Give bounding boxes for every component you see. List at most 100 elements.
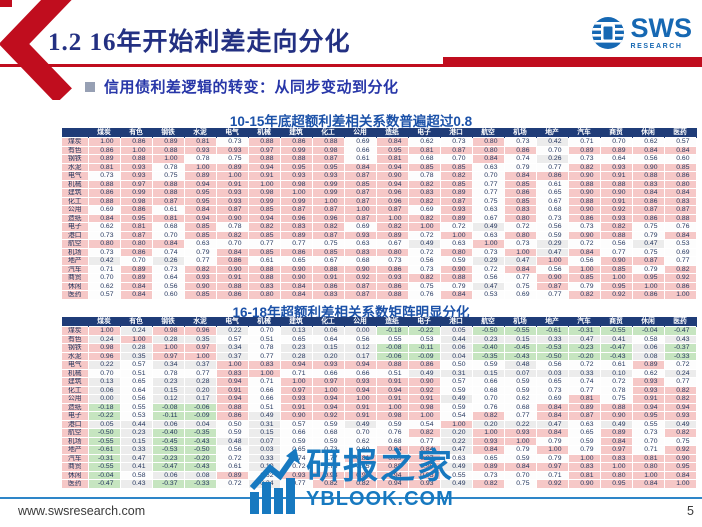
matrix-cell: 0.37: [215, 351, 249, 361]
matrix-cell: 0.47: [471, 281, 505, 291]
row-header: 地产: [62, 445, 89, 455]
matrix-cell: 0.51: [375, 368, 409, 378]
matrix-cell: 0.88: [375, 360, 409, 370]
column-header: 机场: [504, 128, 537, 138]
matrix-cell: 0.72: [599, 377, 633, 387]
matrix-cell: 0.64: [151, 273, 185, 283]
matrix-cell: 0.87: [631, 256, 665, 266]
matrix-cell: 0.91: [311, 273, 345, 283]
matrix-cell: 0.87: [279, 205, 313, 215]
matrix-cell: 0.86: [535, 171, 569, 181]
matrix-cell: 0.89: [279, 230, 313, 240]
matrix-cell: 0.54: [407, 419, 441, 429]
row-header: 航空: [62, 239, 89, 249]
matrix-cell: 0.93: [631, 385, 665, 395]
matrix-cell: 0.89: [119, 273, 153, 283]
matrix-cell: 0.98: [375, 411, 409, 421]
matrix-cell: 0.73: [471, 470, 505, 480]
column-header: 电气: [216, 128, 249, 138]
matrix-cell: 0.85: [183, 290, 217, 300]
matrix-cell: 0.89: [151, 137, 185, 147]
matrix-cell: 0.77: [471, 188, 505, 198]
matrix-cell: 0.24: [87, 334, 121, 344]
matrix-cell: 0.84: [503, 171, 537, 181]
matrix-cell: -0.55: [599, 326, 633, 336]
bullet-square-icon: [85, 81, 95, 92]
matrix-cell: 0.74: [151, 247, 185, 257]
matrix-cell: 1.00: [439, 419, 473, 429]
table-row: 机械 0.88 0.97 0.88 0.94 0.91 1.00 0.98 0.99 0.85 0.…: [62, 179, 697, 189]
matrix-cell: 0.77: [535, 290, 569, 300]
row-header: 机场: [62, 247, 89, 257]
matrix-cell: 0.88: [631, 171, 665, 181]
column-header: 煤炭: [88, 317, 121, 327]
matrix-cell: 0.65: [119, 377, 153, 387]
matrix-cell: 0.83: [663, 196, 697, 206]
matrix-cell: 0.95: [631, 411, 665, 421]
matrix-cell: 0.55: [119, 402, 153, 412]
matrix-cell: 0.04: [183, 419, 217, 429]
matrix-cell: 0.20: [183, 385, 217, 395]
matrix-cell: 1.00: [311, 385, 345, 395]
table-row: 造纸 -0.18 0.55 -0.08 -0.06 0.88 0.51 0.91 0.94 0.9…: [62, 402, 697, 412]
matrix-cell: 0.81: [183, 137, 217, 147]
matrix-cell: 0.84: [567, 247, 601, 257]
matrix-cell: 0.83: [343, 247, 377, 257]
matrix-cell: 0.59: [311, 419, 345, 429]
matrix-cell: 0.88: [151, 188, 185, 198]
matrix-cell: 1.00: [151, 343, 185, 353]
matrix-cell: 0.65: [279, 256, 313, 266]
matrix-cell: 0.65: [535, 377, 569, 387]
matrix-cell: 0.87: [343, 290, 377, 300]
matrix-cell: 0.88: [215, 402, 249, 412]
matrix-cell: 0.48: [503, 360, 537, 370]
matrix-cell: 0.28: [151, 334, 185, 344]
matrix-cell: 0.75: [503, 281, 537, 291]
matrix-cell: -0.35: [183, 428, 217, 438]
matrix-cell: 0.86: [407, 360, 441, 370]
matrix-cell: 1.00: [343, 205, 377, 215]
matrix-cell: 0.56: [535, 360, 569, 370]
sws-globe-icon: [592, 17, 625, 49]
matrix-cell: 0.88: [247, 137, 281, 147]
matrix-cell: 0.66: [471, 377, 505, 387]
matrix-cell: 0.92: [599, 290, 633, 300]
matrix-cell: 0.66: [343, 145, 377, 155]
matrix-cell: 0.84: [535, 402, 569, 412]
matrix-cell: 0.15: [151, 385, 185, 395]
matrix-cell: 0.72: [663, 360, 697, 370]
matrix-cell: 0.08: [631, 351, 665, 361]
matrix-cell: 0.05: [439, 326, 473, 336]
table-row: 公用 0.69 0.86 0.61 0.84 0.87 0.85 0.87 0.87 1.00 0.…: [62, 205, 697, 215]
row-header: 地产: [62, 256, 89, 266]
column-header: 航空: [472, 317, 505, 327]
matrix-cell: 0.91: [599, 171, 633, 181]
matrix-cell: 0.73: [407, 264, 441, 274]
matrix-cell: 0.70: [119, 256, 153, 266]
matrix-cell: 0.84: [503, 462, 537, 472]
row-header: 建筑: [62, 188, 89, 198]
matrix-cell: 0.64: [311, 334, 345, 344]
matrix-cell: 0.77: [183, 368, 217, 378]
matrix-cell: 0.76: [471, 402, 505, 412]
matrix-cell: 0.84: [87, 213, 121, 223]
matrix-cell: 0.95: [119, 213, 153, 223]
matrix-cell: 0.73: [471, 247, 505, 257]
header-divider-line: [0, 64, 702, 67]
matrix-cell: 0.76: [375, 428, 409, 438]
matrix-cell: 0.73: [87, 171, 121, 181]
matrix-cell: 0.29: [535, 239, 569, 249]
matrix-cell: 0.47: [567, 334, 601, 344]
matrix-cell: 0.35: [183, 334, 217, 344]
matrix-cell: 0.74: [567, 377, 601, 387]
matrix-cell: 0.88: [215, 281, 249, 291]
matrix-cell: 0.77: [407, 436, 441, 446]
matrix-cell: 0.69: [343, 137, 377, 147]
matrix-cell: 0.73: [503, 239, 537, 249]
matrix-cell: 0.86: [119, 137, 153, 147]
matrix-cell: 1.00: [599, 273, 633, 283]
column-header: 造纸: [376, 317, 409, 327]
matrix-cell: 0.85: [247, 205, 281, 215]
matrix-cell: 0.81: [567, 394, 601, 404]
page-number: 5: [687, 504, 694, 518]
